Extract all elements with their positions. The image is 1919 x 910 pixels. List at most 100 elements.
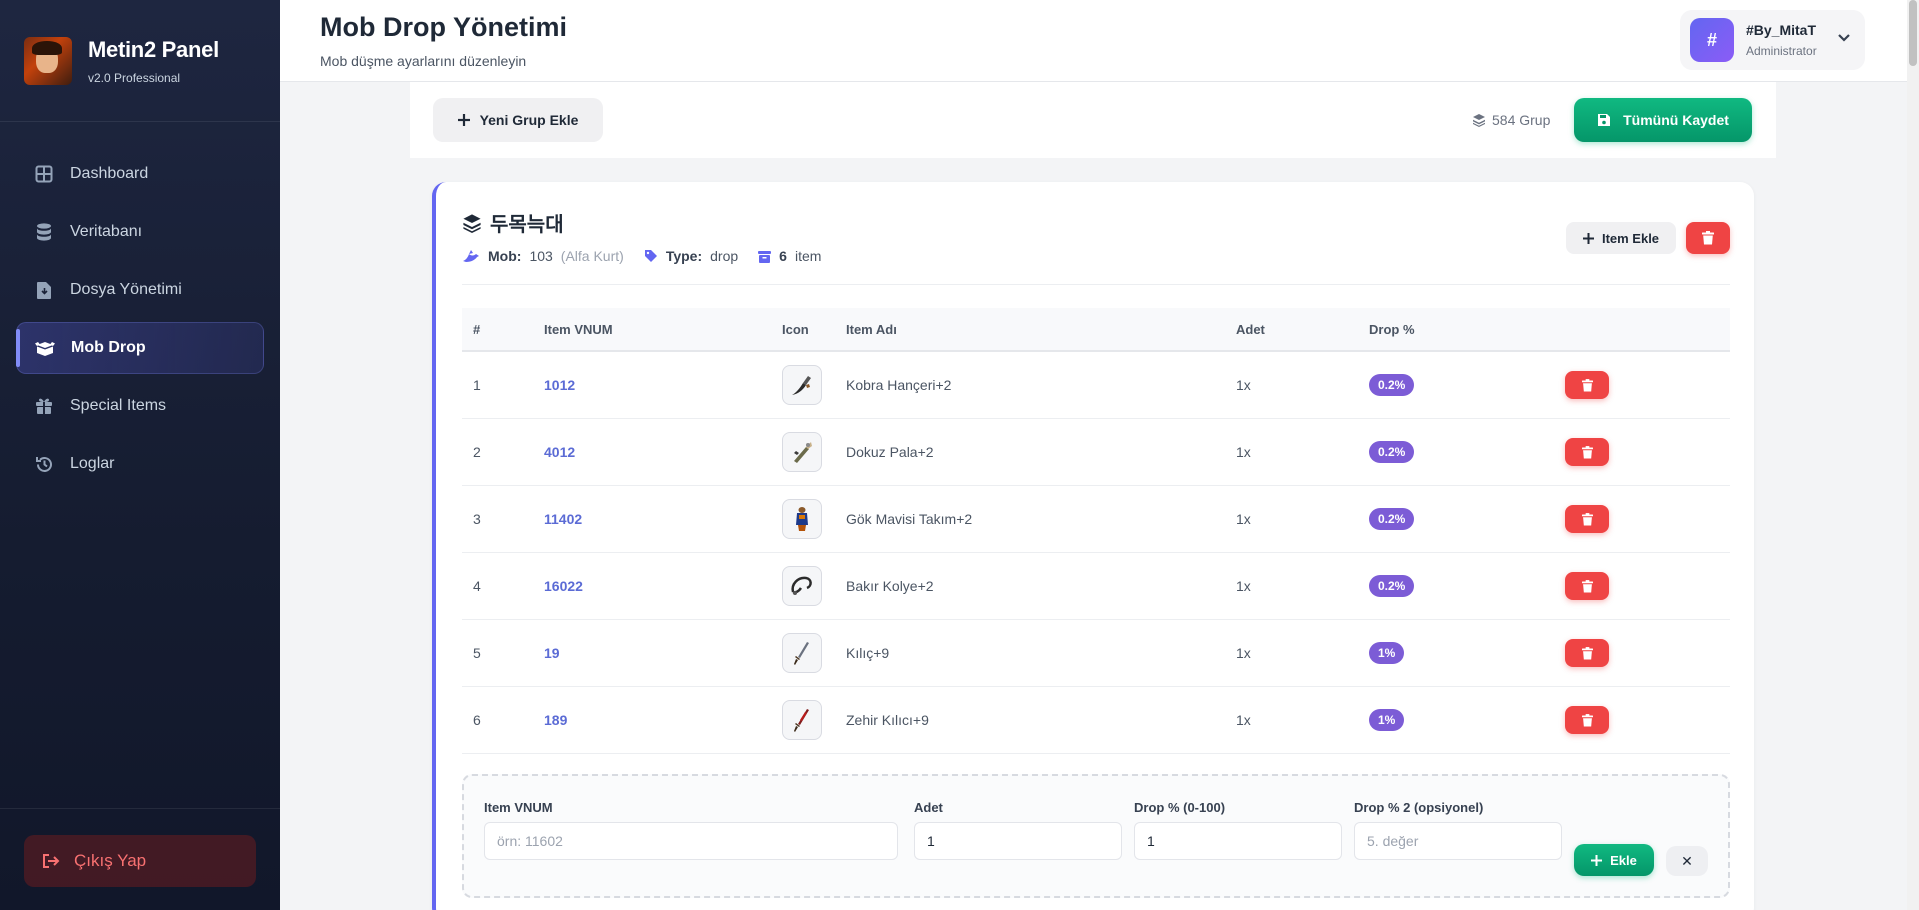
delete-row-button[interactable] bbox=[1565, 371, 1609, 399]
logout-button[interactable]: Çıkış Yap bbox=[24, 835, 256, 887]
row-num: 4 bbox=[473, 578, 481, 594]
sidebar-item-files[interactable]: Dosya Yönetimi bbox=[16, 264, 264, 316]
table-row: 4 16022 Bakır Kolye+2 1x 0.2% bbox=[462, 553, 1730, 620]
trash-icon bbox=[1581, 445, 1593, 459]
item-adet: 1x bbox=[1236, 377, 1251, 393]
database-icon bbox=[34, 222, 54, 242]
item-adet: 1x bbox=[1236, 712, 1251, 728]
sidebar-item-logs[interactable]: Loglar bbox=[16, 438, 264, 490]
delete-row-button[interactable] bbox=[1565, 572, 1609, 600]
table-row: 2 4012 Dokuz Pala+2 1x 0.2% bbox=[462, 419, 1730, 486]
item-adet: 1x bbox=[1236, 645, 1251, 661]
item-adet: 1x bbox=[1236, 578, 1251, 594]
drop-badge: 1% bbox=[1369, 709, 1405, 731]
layers-icon bbox=[462, 213, 482, 233]
vnum-link[interactable]: 189 bbox=[544, 712, 568, 728]
sidebar-item-dashboard[interactable]: Dashboard bbox=[16, 148, 264, 200]
sidebar-item-database[interactable]: Veritabanı bbox=[16, 206, 264, 258]
drop-field-label: Drop % (0-100) bbox=[1134, 800, 1226, 815]
save-all-label: Tümünü Kaydet bbox=[1623, 112, 1729, 128]
logout-label: Çıkış Yap bbox=[74, 851, 147, 870]
tag-icon bbox=[644, 249, 658, 263]
group-title: 두목늑대 bbox=[462, 208, 564, 237]
file-icon bbox=[34, 280, 54, 300]
sword-icon bbox=[782, 633, 822, 673]
layers-icon bbox=[1472, 113, 1486, 127]
add-item-form: Item VNUM Adet Drop % (0-100) Drop % 2 (… bbox=[462, 774, 1730, 898]
close-icon: ✕ bbox=[1681, 852, 1693, 869]
col-header-icon: Icon bbox=[782, 321, 809, 337]
vnum-input[interactable] bbox=[484, 822, 898, 860]
adet-input[interactable] bbox=[914, 822, 1122, 860]
add-item-button[interactable]: Item Ekle bbox=[1566, 222, 1676, 254]
sidebar-footer: Çıkış Yap bbox=[0, 808, 280, 887]
item-count-info: 6 item bbox=[758, 248, 821, 264]
page-subtitle: Mob düşme ayarlarını düzenleyin bbox=[320, 53, 527, 69]
sidebar-item-label: Special Items bbox=[70, 397, 167, 414]
claw-blade-icon bbox=[782, 432, 822, 472]
sidebar-item-label: Dosya Yönetimi bbox=[70, 281, 182, 298]
new-group-label: Yeni Grup Ekle bbox=[479, 112, 579, 128]
item-adet: 1x bbox=[1236, 444, 1251, 460]
chevron-down-icon bbox=[1837, 30, 1851, 48]
sidebar-item-special-items[interactable]: Special Items bbox=[16, 380, 264, 432]
page-title: Mob Drop Yönetimi bbox=[320, 12, 567, 42]
delete-row-button[interactable] bbox=[1565, 438, 1609, 466]
brand-logo bbox=[24, 36, 72, 85]
vnum-link[interactable]: 16022 bbox=[544, 578, 583, 594]
plus-icon bbox=[457, 114, 470, 126]
divider bbox=[462, 284, 1730, 285]
save-all-button[interactable]: Tümünü Kaydet bbox=[1574, 98, 1752, 142]
top-header: Mob Drop Yönetimi Mob düşme ayarlarını d… bbox=[280, 0, 1919, 82]
vnum-field-label: Item VNUM bbox=[484, 800, 553, 815]
dashboard-icon bbox=[34, 164, 54, 184]
group-count-label: 584 Grup bbox=[1492, 112, 1551, 128]
vnum-link[interactable]: 11402 bbox=[544, 511, 583, 527]
brand: Metin2 Panel v2.0 Professional bbox=[0, 0, 280, 122]
history-icon bbox=[34, 454, 54, 474]
table-row: 6 189 Zehir Kılıcı+9 1x 1% bbox=[462, 687, 1730, 754]
table-row: 3 11402 Gök Mavisi Takım+2 1x 0.2% bbox=[462, 486, 1730, 553]
delete-row-button[interactable] bbox=[1565, 706, 1609, 734]
drop-items-table: # Item VNUM Icon Item Adı Adet Drop % 1 … bbox=[462, 308, 1730, 754]
drop-input[interactable] bbox=[1134, 822, 1342, 860]
mob-value: 103 bbox=[529, 248, 553, 264]
user-name: #By_MitaT bbox=[1746, 22, 1817, 38]
delete-row-button[interactable] bbox=[1565, 639, 1609, 667]
close-button[interactable]: ✕ bbox=[1666, 846, 1708, 876]
armor-icon bbox=[782, 499, 822, 539]
delete-row-button[interactable] bbox=[1565, 505, 1609, 533]
drop-group-card: 두목늑대 Mob: 103 (Alfa Kurt) Type: drop 6 i… bbox=[432, 182, 1754, 910]
col-header-drop: Drop % bbox=[1369, 321, 1415, 337]
row-num: 6 bbox=[473, 712, 481, 728]
drop-badge: 0.2% bbox=[1369, 441, 1415, 463]
vnum-link[interactable]: 1012 bbox=[544, 377, 576, 393]
dagger-icon bbox=[782, 365, 822, 405]
item-name: Dokuz Pala+2 bbox=[846, 444, 934, 460]
col-header-vnum: Item VNUM bbox=[544, 321, 613, 337]
vnum-link[interactable]: 4012 bbox=[544, 444, 576, 460]
item-name: Kılıç+9 bbox=[846, 645, 890, 661]
item-adet: 1x bbox=[1236, 511, 1251, 527]
scrollbar-thumb[interactable] bbox=[1909, 0, 1917, 66]
drop-badge: 0.2% bbox=[1369, 508, 1415, 530]
item-count: 6 bbox=[779, 248, 787, 264]
delete-group-button[interactable] bbox=[1686, 222, 1730, 254]
sidebar-item-label: Veritabanı bbox=[70, 223, 143, 240]
table-row: 1 1012 Kobra Hançeri+2 1x 0.2% bbox=[462, 352, 1730, 419]
add-button[interactable]: Ekle bbox=[1574, 844, 1654, 876]
vnum-link[interactable]: 19 bbox=[544, 645, 560, 661]
avatar: # bbox=[1690, 18, 1734, 62]
sidebar-item-mob-drop[interactable]: Mob Drop bbox=[16, 322, 264, 374]
item-count-label: item bbox=[794, 248, 822, 264]
user-menu[interactable]: # #By_MitaT Administrator bbox=[1680, 10, 1865, 70]
scrollbar[interactable] bbox=[1907, 0, 1919, 910]
row-num: 5 bbox=[473, 645, 481, 661]
drop2-input[interactable] bbox=[1354, 822, 1562, 860]
trash-icon bbox=[1581, 512, 1593, 526]
sidebar-item-label: Mob Drop bbox=[71, 339, 146, 356]
col-header-adet: Adet bbox=[1236, 321, 1265, 337]
new-group-button[interactable]: Yeni Grup Ekle bbox=[433, 98, 603, 142]
gift-icon bbox=[34, 396, 54, 416]
item-name: Kobra Hançeri+2 bbox=[846, 377, 952, 393]
